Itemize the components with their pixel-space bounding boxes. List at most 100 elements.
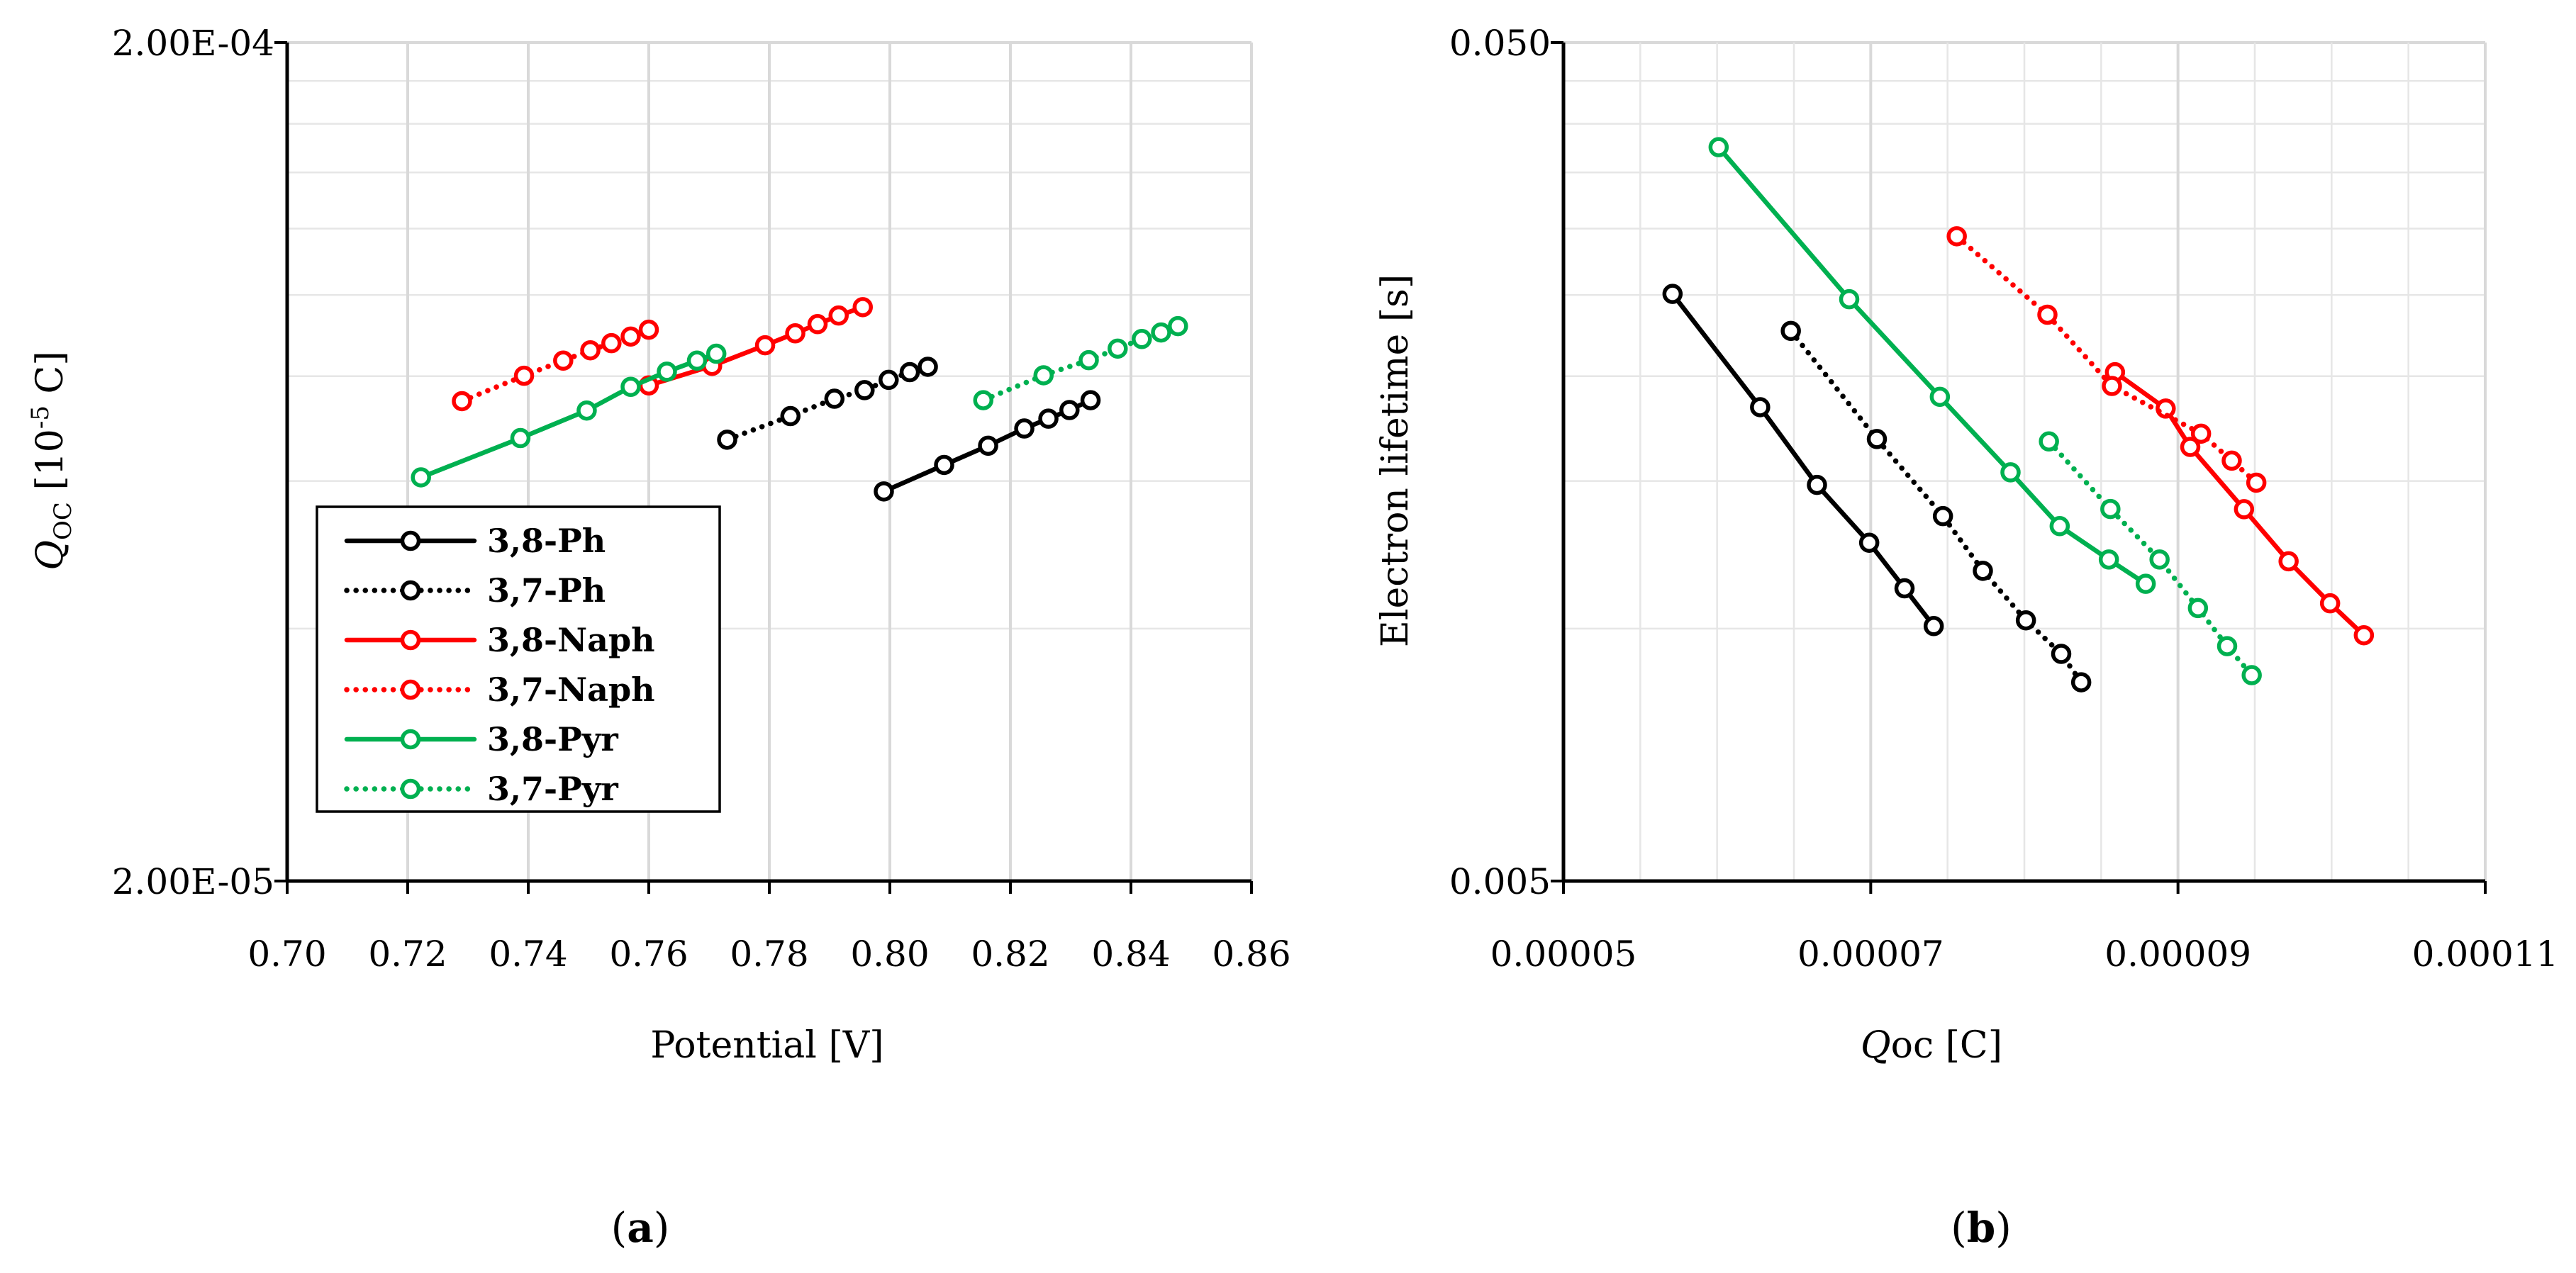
a-point-3-7-naph bbox=[580, 340, 601, 361]
b-series-3-8-naph bbox=[2104, 361, 2375, 646]
a-point-3-8-pyr bbox=[576, 400, 597, 421]
a-point-3-8-ph bbox=[1059, 400, 1080, 420]
a-point-3-7-ph bbox=[854, 380, 875, 400]
a-point-3-8-naph bbox=[754, 335, 776, 356]
b-point-3-7-ph bbox=[2051, 644, 2072, 664]
panel-b-x-axis-unit: oc [C] bbox=[1891, 1024, 2002, 1067]
b-series-3-7-ph bbox=[1780, 320, 2092, 692]
b-x-tick-label: 0.00005 bbox=[1490, 933, 1637, 975]
legend-label-3-7-ph: 3,7-Ph bbox=[487, 571, 606, 610]
a-point-3-7-ph bbox=[879, 369, 899, 391]
a-point-3-8-ph bbox=[874, 481, 894, 502]
b-point-3-7-ph bbox=[1932, 505, 1953, 527]
b-series-3-7-naph bbox=[1946, 226, 2267, 493]
a-point-3-7-naph bbox=[553, 350, 574, 371]
a-point-3-7-ph bbox=[824, 388, 845, 409]
legend-label-3-8-pyr: 3,8-Pyr bbox=[487, 720, 618, 758]
a-point-3-7-pyr bbox=[1151, 322, 1171, 343]
legend-entry-3-8-ph: 3,8-Ph bbox=[344, 522, 606, 560]
a-series-3-7-ph bbox=[717, 357, 938, 450]
a-point-3-7-pyr bbox=[973, 390, 993, 410]
panel-a-grid bbox=[287, 41, 1253, 881]
legend-entry-3-7-ph: 3,7-Ph bbox=[344, 571, 606, 610]
b-point-3-7-pyr bbox=[2217, 636, 2238, 656]
a-point-3-7-pyr bbox=[1108, 338, 1128, 359]
legend-label-3-8-naph: 3,8-Naph bbox=[487, 621, 655, 659]
panel-a-x-tick-labels: 0.70 0.72 0.74 0.76 0.78 0.80 0.82 0.84 0.86 bbox=[247, 933, 1290, 975]
a-point-3-7-pyr bbox=[1132, 329, 1152, 349]
b-point-3-8-pyr bbox=[2098, 549, 2119, 570]
a-point-3-7-naph bbox=[452, 391, 472, 412]
b-x-tick-label: 0.00009 bbox=[2104, 933, 2251, 975]
b-point-3-7-pyr bbox=[2187, 598, 2209, 619]
panel-a-y-axis-unit: C] bbox=[29, 351, 72, 405]
a-point-3-7-naph bbox=[620, 326, 641, 347]
b-point-3-7-pyr bbox=[2100, 498, 2121, 520]
b-point-3-7-naph bbox=[2246, 472, 2267, 493]
a-point-3-7-ph bbox=[780, 405, 801, 427]
b-point-3-8-naph bbox=[2278, 551, 2299, 572]
legend-entry-3-8-pyr: 3,8-Pyr bbox=[344, 720, 618, 758]
a-series-3-7-pyr bbox=[973, 315, 1188, 410]
b-point-3-8-pyr bbox=[1929, 386, 1951, 408]
panel-a-x-axis-title: Potential [V] bbox=[650, 1024, 883, 1067]
panel-b-axes bbox=[1551, 41, 2487, 894]
legend-label-3-7-naph: 3,7-Naph bbox=[487, 671, 655, 709]
b-point-3-7-pyr bbox=[2039, 431, 2059, 452]
legend-marker-3-7-naph bbox=[400, 679, 421, 700]
panel-b-x-tick-labels: 0.00005 0.00007 0.00009 0.00011 bbox=[1490, 933, 2559, 975]
a-point-3-8-ph bbox=[1038, 408, 1059, 429]
panel-a-axes bbox=[274, 41, 1253, 894]
a-point-3-8-pyr bbox=[510, 427, 531, 449]
a-point-3-7-naph bbox=[513, 365, 535, 386]
panel-a-y-axis-subscript: OC bbox=[49, 502, 77, 540]
b-point-3-7-ph bbox=[1780, 320, 1801, 342]
a-point-3-7-ph bbox=[918, 357, 938, 377]
panel-a-y-axis-title: QOC [10-5 C] bbox=[26, 351, 77, 570]
a-point-3-7-pyr bbox=[1078, 349, 1099, 371]
panel-a-y-axis-exponent: -5 bbox=[26, 405, 55, 429]
panel-b-series bbox=[1662, 137, 2375, 692]
a-point-3-8-ph bbox=[934, 454, 954, 476]
b-point-3-7-naph bbox=[2190, 423, 2212, 444]
b-point-3-8-pyr bbox=[2000, 462, 2021, 483]
a-x-tick-label: 0.70 bbox=[247, 933, 326, 975]
legend-label-3-7-pyr: 3,7-Pyr bbox=[487, 770, 618, 808]
panel-b-x-axis-symbol: Q bbox=[1861, 1024, 1891, 1067]
legend-marker-3-8-pyr bbox=[400, 729, 421, 750]
b-line-3-7-naph bbox=[1953, 233, 2259, 486]
a-x-tick-label: 0.74 bbox=[489, 933, 567, 975]
b-line-3-8-pyr bbox=[1716, 145, 2148, 586]
b-y-tick-label: 0.050 bbox=[1449, 23, 1551, 64]
a-point-3-8-ph bbox=[1080, 390, 1101, 410]
panel-a-y-tick-labels: 2.00E-05 2.00E-04 bbox=[112, 23, 274, 902]
b-point-3-7-ph bbox=[1866, 429, 1888, 449]
b-point-3-8-naph bbox=[2353, 624, 2375, 646]
b-point-3-8-ph bbox=[1858, 532, 1880, 553]
b-series-3-7-pyr bbox=[2039, 431, 2262, 685]
a-point-3-8-naph bbox=[785, 323, 805, 344]
a-point-3-7-naph bbox=[601, 332, 622, 354]
panel-b-y-axis-title: Electron lifetime [s] bbox=[1374, 274, 1417, 647]
a-x-tick-label: 0.82 bbox=[971, 933, 1049, 975]
a-point-3-8-ph bbox=[978, 435, 998, 456]
legend-marker-3-8-ph bbox=[400, 530, 421, 551]
b-point-3-8-naph bbox=[2234, 499, 2255, 520]
a-point-3-8-naph bbox=[828, 305, 849, 326]
b-point-3-7-ph bbox=[2015, 610, 2036, 631]
a-series-3-8-naph bbox=[638, 297, 873, 396]
b-point-3-7-naph bbox=[2221, 450, 2242, 471]
b-point-3-8-ph bbox=[1894, 578, 1915, 599]
a-series-3-8-ph bbox=[874, 390, 1101, 502]
legend-box bbox=[316, 505, 721, 813]
b-series-3-8-ph bbox=[1662, 284, 1944, 636]
b-point-3-8-pyr bbox=[1839, 288, 1860, 310]
a-x-tick-label: 0.72 bbox=[368, 933, 447, 975]
a-point-3-8-ph bbox=[1014, 418, 1035, 439]
a-point-3-7-naph bbox=[638, 319, 659, 340]
panel-a-y-axis-unit-prefix: [10 bbox=[29, 429, 72, 502]
panel-b-x-axis-title: Qoc [C] bbox=[1861, 1024, 2002, 1067]
a-series-3-8-pyr bbox=[411, 343, 727, 488]
b-point-3-7-naph bbox=[1946, 226, 1967, 247]
